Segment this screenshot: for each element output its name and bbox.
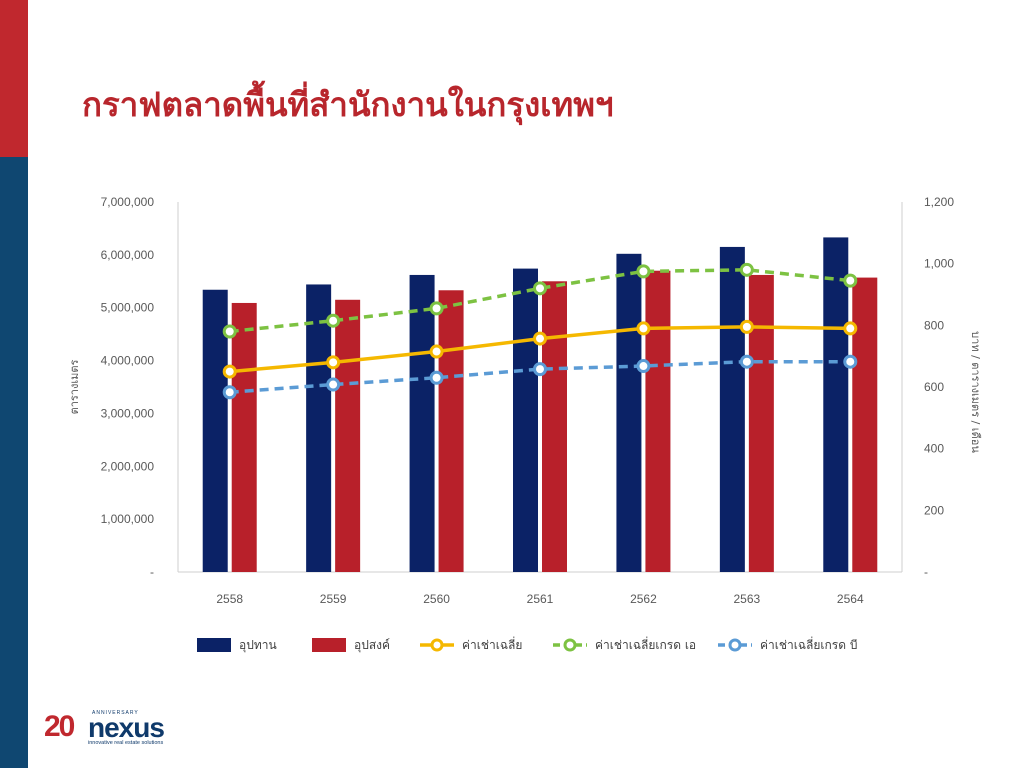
point-avg-rent — [636, 321, 651, 336]
legend-label: อุปทาน — [239, 638, 277, 653]
y-tick-label-left: 6,000,000 — [101, 248, 155, 262]
point-avg-rent — [429, 344, 444, 359]
legend-label: ค่าเช่าเฉลี่ย — [462, 636, 522, 652]
bar-supply — [409, 274, 435, 572]
point-avg-rent — [739, 319, 754, 334]
point-grade-b-rent — [222, 385, 237, 400]
point-grade-b-rent — [636, 359, 651, 374]
point-grade-a-rent — [739, 262, 754, 277]
y-tick-label-right: 800 — [924, 318, 944, 332]
y-axis-title-right: บาท / ตารางเมตร / เดือน — [969, 331, 982, 453]
legend-swatch — [312, 638, 346, 652]
y-tick-label-left: 7,000,000 — [101, 195, 155, 209]
point-grade-a-rent — [326, 313, 341, 328]
y-axis-title-left: ตารางเมตร — [68, 359, 81, 414]
point-grade-a-rent — [429, 301, 444, 316]
y-tick-label-right: 200 — [924, 503, 944, 517]
point-grade-b-rent — [843, 354, 858, 369]
bar-demand — [542, 281, 567, 572]
point-grade-a-rent — [843, 273, 858, 288]
bar-supply — [306, 284, 332, 572]
point-grade-a-rent — [222, 324, 237, 339]
legend-label: อุปสงค์ — [354, 638, 390, 653]
x-tick-label: 2558 — [216, 592, 243, 606]
bar-demand — [645, 270, 671, 572]
bar-supply — [823, 237, 849, 572]
point-grade-a-rent — [636, 264, 651, 279]
y-tick-label-left: 4,000,000 — [101, 354, 155, 368]
logo-20: 20 — [44, 710, 75, 743]
x-tick-label: 2564 — [837, 592, 864, 606]
nexus-logo: 20 ANNIVERSARY nexus innovative real est… — [44, 708, 184, 752]
logo-anniversary: ANNIVERSARY — [92, 710, 139, 716]
point-avg-rent — [326, 355, 341, 370]
point-grade-b-rent — [739, 354, 754, 369]
x-tick-label: 2559 — [320, 592, 347, 606]
x-tick-label: 2560 — [423, 592, 450, 606]
legend-marker — [728, 638, 742, 652]
y-tick-label-left: 2,000,000 — [101, 459, 155, 473]
y-tick-label-right: 600 — [924, 380, 944, 394]
y-tick-label-left: 1,000,000 — [101, 512, 155, 526]
y-tick-label-right: 1,000 — [924, 257, 954, 271]
sidebar-blue-band — [0, 157, 28, 768]
legend-label: ค่าเช่าเฉลี่ยเกรด เอ — [595, 636, 696, 652]
y-tick-label-right: - — [924, 565, 928, 579]
sidebar-red-band — [0, 0, 28, 157]
x-tick-label: 2561 — [527, 592, 554, 606]
y-tick-label-left: 5,000,000 — [101, 301, 155, 315]
logo-brand: nexus — [88, 712, 165, 743]
point-avg-rent — [843, 321, 858, 336]
bar-supply — [513, 268, 538, 572]
x-tick-label: 2562 — [630, 592, 657, 606]
bar-demand — [231, 302, 257, 572]
bar-demand — [852, 277, 878, 572]
bar-supply — [616, 253, 642, 573]
legend-swatch — [197, 638, 231, 652]
point-avg-rent — [533, 331, 547, 346]
bar-supply — [719, 246, 745, 572]
y-tick-label-left: - — [150, 565, 154, 579]
point-grade-b-rent — [326, 377, 341, 392]
y-tick-label-right: 400 — [924, 442, 944, 456]
bar-demand — [748, 274, 774, 572]
bar-demand — [438, 290, 464, 572]
point-grade-b-rent — [533, 362, 547, 377]
y-tick-label-left: 3,000,000 — [101, 406, 155, 420]
page-title: กราฟตลาดพื้นที่สำนักงานในกรุงเทพฯ — [82, 85, 614, 124]
point-grade-b-rent — [429, 370, 444, 385]
point-grade-a-rent — [533, 281, 547, 296]
y-tick-label-right: 1,200 — [924, 195, 954, 209]
bar-demand — [335, 299, 361, 572]
x-tick-label: 2563 — [734, 592, 761, 606]
bar-supply — [202, 289, 228, 572]
legend-label: ค่าเช่าเฉลี่ยเกรด บี — [760, 636, 857, 652]
point-avg-rent — [222, 364, 237, 379]
legend-marker — [563, 638, 577, 652]
legend-marker — [430, 638, 444, 652]
logo-tagline: innovative real estate solutions — [88, 740, 164, 746]
